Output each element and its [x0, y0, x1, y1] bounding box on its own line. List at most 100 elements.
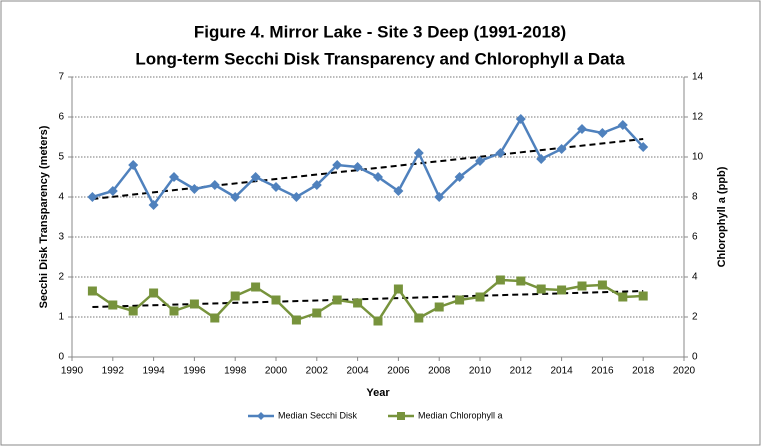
marker	[169, 306, 179, 316]
marker	[352, 162, 363, 172]
marker	[536, 284, 546, 294]
marker	[148, 200, 159, 210]
marker	[312, 308, 322, 318]
marker	[108, 300, 118, 310]
marker	[230, 291, 240, 301]
marker	[597, 280, 607, 290]
marker	[454, 172, 465, 182]
marker	[250, 172, 261, 182]
y-tick-label: 0	[58, 352, 64, 363]
marker	[291, 192, 302, 202]
marker	[475, 292, 485, 302]
marker	[414, 313, 424, 323]
marker	[107, 186, 118, 196]
legend-swatch	[397, 412, 405, 420]
y2-tick-label: 12	[692, 112, 704, 123]
x-tick-label: 1998	[224, 366, 247, 377]
marker	[515, 114, 526, 124]
y2-tick-label: 2	[692, 312, 698, 323]
x-tick-label: 2012	[510, 366, 533, 377]
marker	[557, 285, 567, 295]
marker	[618, 292, 628, 302]
marker	[291, 315, 301, 325]
legend-swatch	[257, 412, 265, 420]
marker	[189, 299, 199, 309]
y2-tick-label: 8	[692, 192, 698, 203]
marker	[353, 298, 363, 308]
y2-tick-label: 4	[692, 272, 698, 283]
chart-subtitle: Long-term Secchi Disk Transparency and C…	[135, 49, 625, 68]
legend-text: Median Secchi Disk	[278, 410, 358, 420]
trend-line	[92, 138, 644, 200]
y-tick-label: 4	[58, 192, 64, 203]
marker	[495, 148, 506, 158]
x-tick-label: 2014	[550, 366, 573, 377]
marker	[271, 295, 281, 305]
legend-text: Median Chlorophyll a	[418, 410, 503, 420]
marker	[87, 286, 97, 296]
marker	[577, 281, 587, 291]
x-tick-label: 2020	[673, 366, 696, 377]
marker	[455, 295, 465, 305]
x-tick-label: 1994	[142, 366, 165, 377]
marker	[516, 276, 526, 286]
marker	[495, 275, 505, 285]
marker	[210, 313, 220, 323]
x-tick-label: 2006	[387, 366, 410, 377]
y-tick-label: 7	[58, 72, 64, 83]
marker	[189, 184, 200, 194]
series-line	[92, 116, 645, 208]
marker	[638, 142, 649, 152]
marker	[597, 128, 608, 138]
marker	[475, 156, 485, 166]
y-tick-label: 3	[58, 232, 64, 243]
y-tick-label: 5	[58, 152, 64, 163]
marker	[536, 154, 547, 164]
x-tick-label: 2004	[346, 366, 369, 377]
y-tick-label: 1	[58, 312, 64, 323]
marker	[617, 120, 628, 130]
marker	[556, 144, 567, 154]
y-axis-label: Secchi Disk Transparency (meters)	[38, 125, 50, 308]
marker	[638, 291, 648, 301]
marker	[393, 186, 404, 196]
marker	[434, 302, 444, 312]
x-tick-label: 2000	[265, 366, 288, 377]
x-axis-label: Year	[366, 387, 390, 399]
marker	[128, 160, 139, 170]
marker	[230, 192, 241, 202]
marker	[87, 192, 98, 202]
marker	[311, 180, 322, 190]
marker	[373, 316, 383, 326]
marker	[128, 306, 138, 316]
chart-title: Figure 4. Mirror Lake - Site 3 Deep (199…	[194, 22, 566, 41]
marker	[332, 295, 342, 305]
y2-tick-label: 10	[692, 152, 704, 163]
y-tick-label: 6	[58, 112, 64, 123]
marker	[393, 284, 403, 294]
marker	[332, 160, 343, 170]
marker	[169, 172, 179, 182]
marker	[149, 288, 159, 298]
y2-axis-label: Chlorophyll a (ppb)	[716, 166, 728, 267]
marker	[209, 180, 220, 190]
series-line	[91, 278, 644, 323]
y2-tick-label: 0	[692, 352, 698, 363]
marker	[251, 282, 261, 292]
marker	[271, 182, 281, 192]
x-tick-label: 2010	[469, 366, 492, 377]
marker	[413, 148, 424, 158]
marker	[577, 124, 587, 134]
x-tick-label: 2008	[428, 366, 451, 377]
x-tick-label: 2002	[306, 366, 329, 377]
x-tick-label: 2016	[591, 366, 614, 377]
marker	[373, 172, 383, 182]
x-tick-label: 2018	[632, 366, 655, 377]
trend-line	[92, 290, 644, 308]
x-tick-label: 1996	[183, 366, 206, 377]
y2-tick-label: 14	[692, 72, 704, 83]
x-tick-label: 1992	[102, 366, 125, 377]
y-tick-label: 2	[58, 272, 64, 283]
